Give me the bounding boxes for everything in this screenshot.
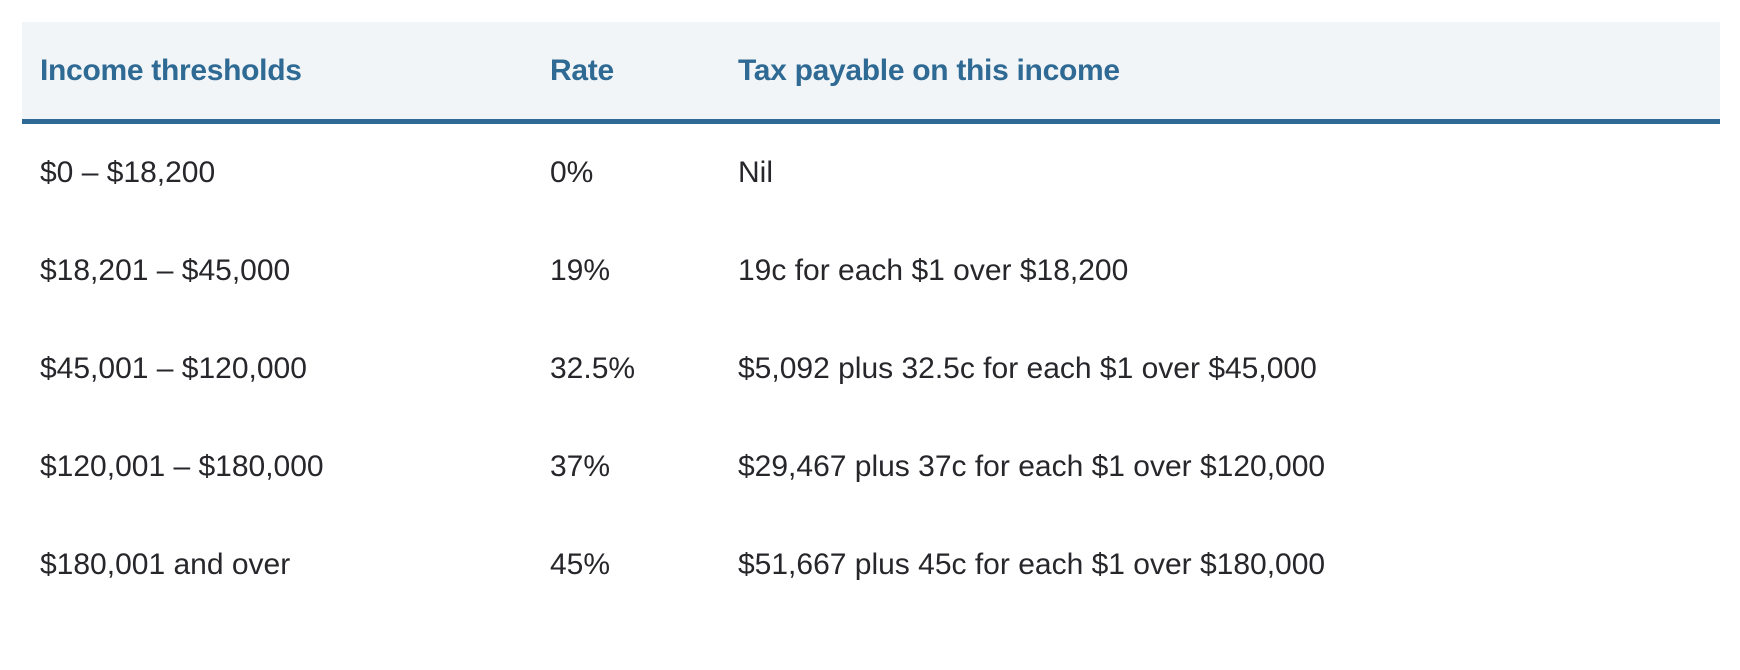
rate-cell: 0% (550, 156, 594, 189)
rate-cell: 32.5% (550, 352, 636, 385)
income-threshold-cell: $18,201 – $45,000 (40, 254, 291, 287)
tax-rates-table-container: Income thresholds Rate Tax payable on th… (22, 22, 1720, 614)
header-tax-payable: Tax payable on this income (720, 22, 1720, 124)
tax-payable-cell: 19c for each $1 over $18,200 (738, 254, 1129, 287)
income-threshold-cell: $120,001 – $180,000 (40, 450, 324, 483)
rate-cell: 37% (550, 450, 611, 483)
header-income-thresholds: Income thresholds (22, 22, 532, 124)
table-row: $45,001 – $120,000 32.5% $5,092 plus 32.… (22, 320, 1720, 418)
tax-rates-table: Income thresholds Rate Tax payable on th… (22, 22, 1720, 614)
tax-payable-cell: $5,092 plus 32.5c for each $1 over $45,0… (738, 352, 1317, 385)
tax-payable-cell: Nil (738, 156, 773, 189)
income-threshold-cell: $0 – $18,200 (40, 156, 216, 189)
table-header-row: Income thresholds Rate Tax payable on th… (22, 22, 1720, 124)
income-threshold-cell: $180,001 and over (40, 548, 291, 581)
table-row: $18,201 – $45,000 19% 19c for each $1 ov… (22, 222, 1720, 320)
rate-cell: 19% (550, 254, 611, 287)
table-row: $0 – $18,200 0% Nil (22, 122, 1720, 223)
table-row: $180,001 and over 45% $51,667 plus 45c f… (22, 516, 1720, 614)
tax-payable-cell: $29,467 plus 37c for each $1 over $120,0… (738, 450, 1326, 483)
table-header: Income thresholds Rate Tax payable on th… (22, 22, 1720, 124)
rate-cell: 45% (550, 548, 611, 581)
table-row: $120,001 – $180,000 37% $29,467 plus 37c… (22, 418, 1720, 516)
table-body: $0 – $18,200 0% Nil $18,201 – $45,000 19… (22, 122, 1720, 615)
income-threshold-cell: $45,001 – $120,000 (40, 352, 307, 385)
header-rate: Rate (532, 22, 720, 124)
tax-payable-cell: $51,667 plus 45c for each $1 over $180,0… (738, 548, 1326, 581)
